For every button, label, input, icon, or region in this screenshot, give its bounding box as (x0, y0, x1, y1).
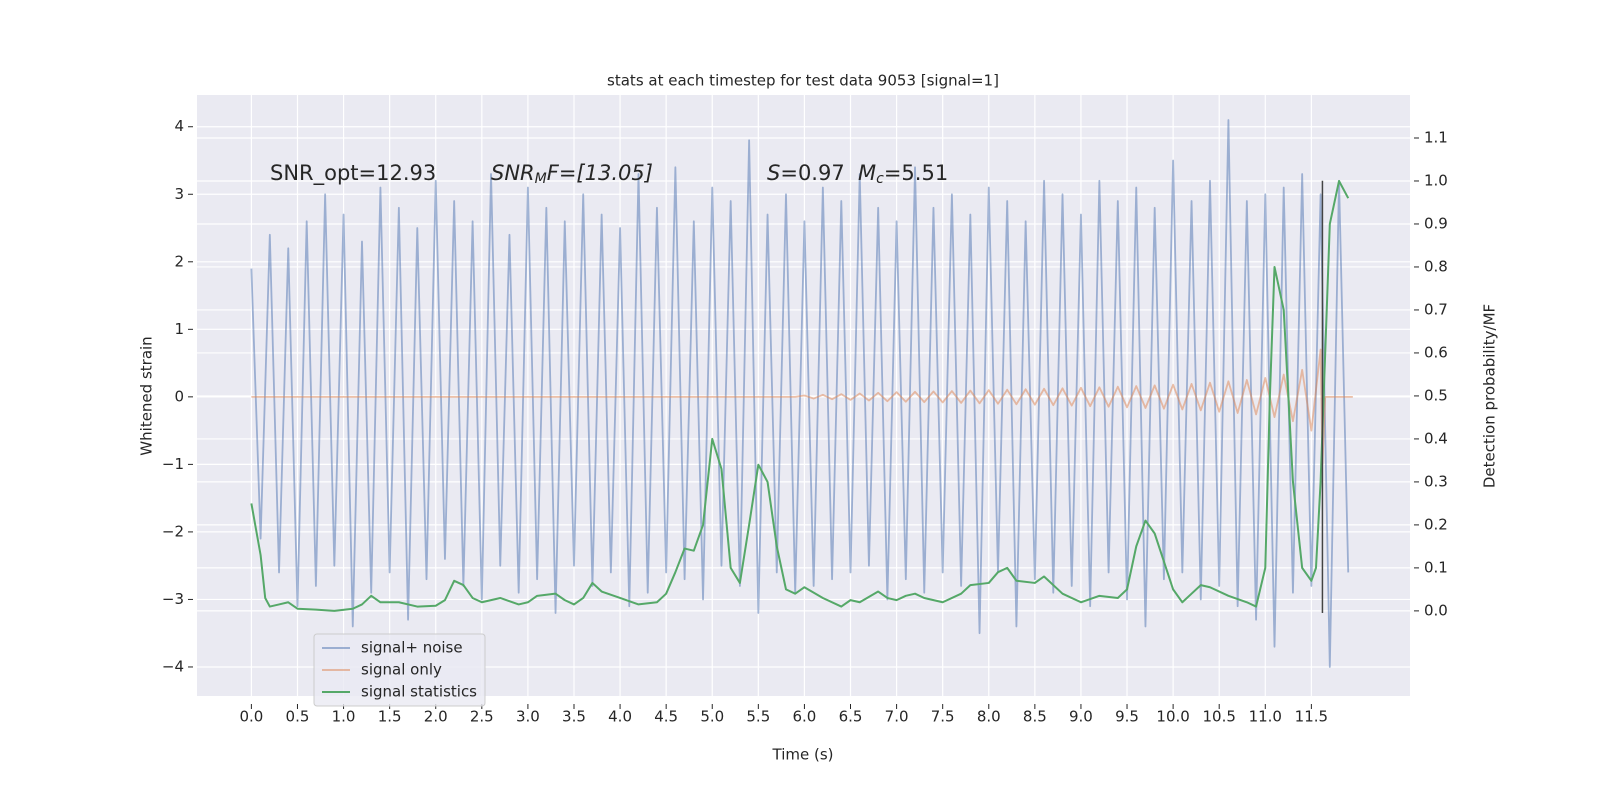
legend-label: signal+ noise (361, 639, 463, 657)
y2-tick-label: 1.1 (1424, 128, 1448, 146)
x-tick-label: 8.5 (1023, 708, 1047, 726)
legend-label: signal statistics (361, 683, 477, 701)
marks (250, 119, 1353, 668)
x-axis-label: Time (s) (772, 746, 834, 764)
y2-tick-label: 0.4 (1424, 429, 1448, 447)
y-tick-label: 3 (174, 185, 184, 203)
y-tick-label: 0 (174, 387, 184, 405)
x-tick-label: 4.5 (654, 708, 678, 726)
y-tick-label: −4 (162, 657, 184, 675)
x-tick-label: 10.0 (1156, 708, 1189, 726)
legend: signal+ noise signal only signal statistic… (313, 633, 486, 707)
y2-tick-label: 0.3 (1424, 472, 1448, 490)
x-tick-label: 5.0 (700, 708, 724, 726)
legend-box (313, 633, 486, 707)
y2-tick-label: 0.8 (1424, 257, 1448, 275)
annotation-part: M (858, 161, 876, 185)
x-tick-label: 10.5 (1202, 708, 1235, 726)
x-tick-label: 3.5 (562, 708, 586, 726)
x-tick-label: 5.5 (746, 708, 770, 726)
y-tick-label: 2 (174, 252, 184, 270)
y2-axis-label: Detection probability/MF (1481, 304, 1499, 488)
annotation-part: S (767, 161, 780, 185)
y-tick-label: 1 (174, 320, 184, 338)
annotation-part: c (876, 171, 884, 187)
y2-tick-label: 0.7 (1424, 300, 1448, 318)
x-tick-label: 2.0 (424, 708, 448, 726)
y2-tick-label: 0.1 (1424, 558, 1448, 576)
series-line (250, 179, 1350, 612)
y2-tick-label: 0.9 (1424, 214, 1448, 232)
y2-tick-label: 0.5 (1424, 386, 1448, 404)
annotation-part: =5.51 (884, 161, 948, 185)
x-tick-label: 3.0 (516, 708, 540, 726)
y-tick-label: −1 (162, 455, 184, 473)
x-tick-label: 7.0 (885, 708, 909, 726)
annotation: SNR_opt=12.93 (270, 161, 436, 186)
y-axis-label: Whitened strain (138, 336, 156, 455)
annotation: SNRMF=[13.05] (491, 161, 653, 187)
legend-label: signal only (361, 661, 442, 679)
x-tick-label: 7.5 (931, 708, 955, 726)
series-line (251, 348, 1353, 466)
annotation-part: F=[13.05] (547, 161, 653, 185)
chart-title: stats at each timestep for test data 905… (607, 72, 999, 90)
annotation: S=0.97 Mc=5.51 (767, 161, 948, 187)
x-tick-label: 1.5 (378, 708, 402, 726)
y-tick-label: −3 (162, 590, 184, 608)
x-tick-label: 9.0 (1069, 708, 1093, 726)
x-tick-label: 2.5 (470, 708, 494, 726)
x-tick-label: 8.0 (977, 708, 1001, 726)
series-line (250, 119, 1350, 668)
annotation-part: SNR (491, 161, 535, 185)
annotation-part: SNR_opt=12.93 (270, 161, 436, 186)
y-tick-label: 4 (174, 117, 184, 135)
axes: 0.0 0.5 1.0 1.5 2.0 2.5 3.0 3.5 4.0 4.5 5.0 5.5 6.0 6… (162, 117, 1448, 725)
x-tick-label: 0.0 (239, 708, 263, 726)
annotation-part: M (535, 171, 547, 187)
annotation-part: =0.97 (780, 161, 844, 185)
x-tick-label: 1.0 (332, 708, 356, 726)
x-tick-label: 0.5 (286, 708, 310, 726)
x-tick-label: 9.5 (1115, 708, 1139, 726)
y2-tick-label: 0.0 (1424, 601, 1448, 619)
x-tick-label: 6.0 (792, 708, 816, 726)
y-tick-label: −2 (162, 522, 184, 540)
y2-tick-label: 0.2 (1424, 515, 1448, 533)
y2-tick-label: 1.0 (1424, 171, 1448, 189)
x-tick-label: 4.0 (608, 708, 632, 726)
y2-tick-label: 0.6 (1424, 343, 1448, 361)
x-tick-label: 11.0 (1249, 708, 1282, 726)
x-tick-label: 11.5 (1295, 708, 1328, 726)
x-tick-label: 6.5 (839, 708, 863, 726)
